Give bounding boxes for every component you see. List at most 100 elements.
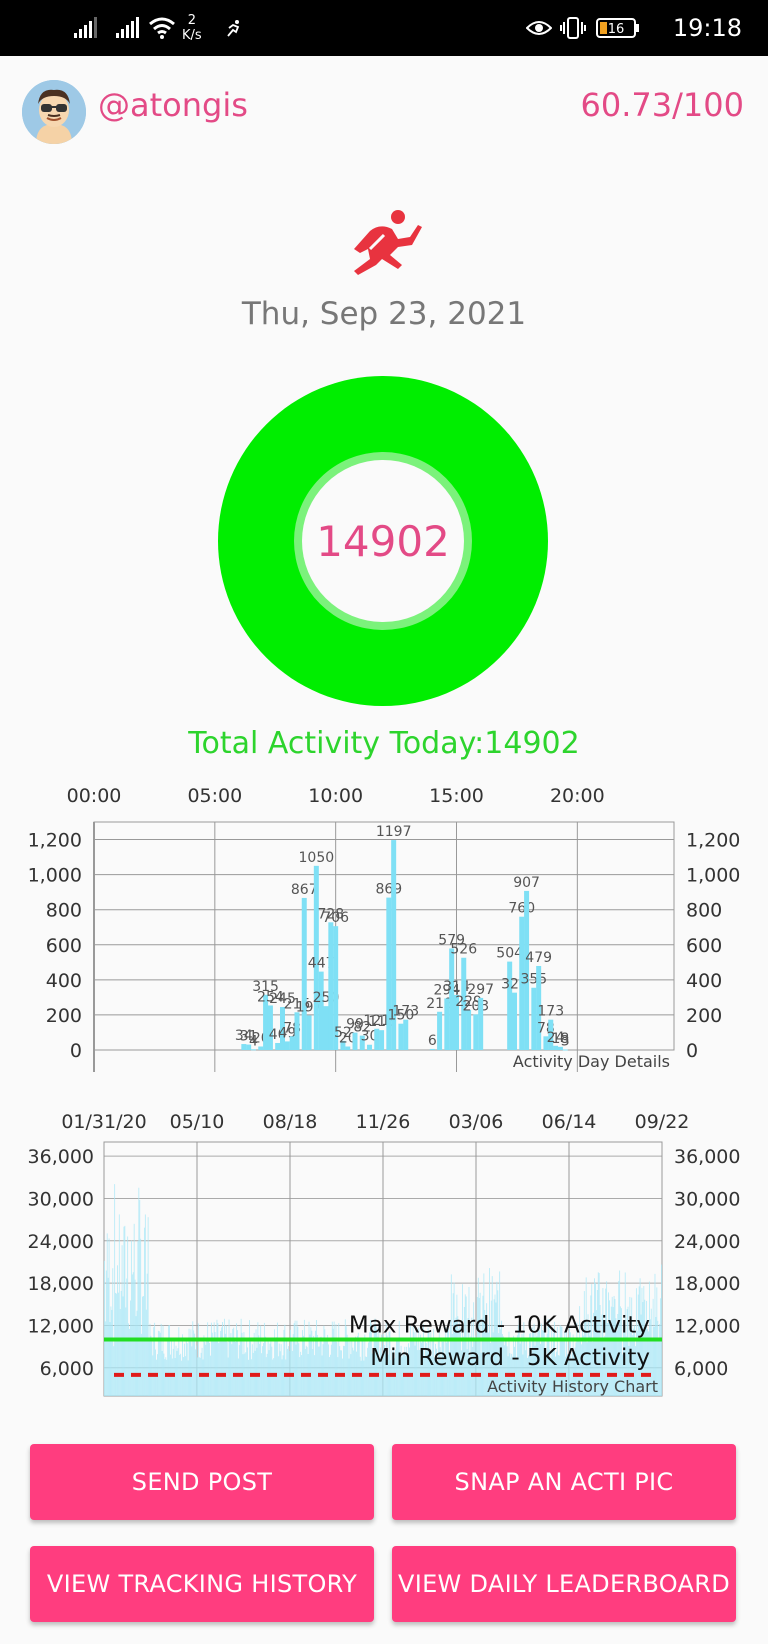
bar [436, 1360, 438, 1396]
bar [568, 1355, 569, 1396]
clock: 19:18 [672, 14, 742, 42]
bar [130, 1300, 131, 1396]
bar [609, 1325, 611, 1396]
bar [219, 1339, 221, 1396]
bar [127, 1236, 129, 1396]
bar [212, 1339, 214, 1396]
data-label: 18 [552, 1031, 570, 1047]
bar [358, 1339, 360, 1396]
bar [598, 1273, 600, 1396]
bar [284, 1324, 286, 1396]
bar [323, 1325, 325, 1396]
bar [518, 1320, 520, 1396]
bar [345, 1046, 351, 1050]
username[interactable]: @atongis [98, 86, 248, 124]
data-label: 31 [240, 1029, 258, 1045]
snap-pic-button[interactable]: SNAP AN ACTI PIC [392, 1444, 736, 1520]
bar [367, 1044, 372, 1050]
bar [557, 1046, 563, 1050]
view-tracking-history-button[interactable]: VIEW TRACKING HISTORY [30, 1546, 374, 1622]
bar [427, 1327, 429, 1396]
bar [140, 1238, 142, 1396]
bar [623, 1322, 625, 1396]
bar [215, 1341, 217, 1396]
bar [145, 1309, 147, 1396]
bar [512, 992, 517, 1050]
bar [227, 1357, 229, 1396]
bar [561, 1326, 563, 1396]
x-tick-label: 20:00 [550, 785, 605, 807]
bar [516, 1335, 518, 1396]
bar [301, 897, 307, 1050]
bar [141, 1333, 143, 1396]
avatar[interactable] [22, 80, 86, 144]
bar [460, 1327, 462, 1396]
bar [343, 1346, 345, 1396]
y-tick-label-right: 24,000 [674, 1231, 740, 1253]
bar [645, 1324, 647, 1396]
bar [260, 1325, 262, 1396]
bar [597, 1272, 599, 1396]
bar [502, 1334, 503, 1396]
bar [117, 1292, 119, 1396]
bar [389, 1330, 391, 1396]
send-post-button[interactable]: SEND POST [30, 1444, 374, 1520]
eye-icon [526, 0, 552, 56]
bar [112, 1268, 114, 1396]
bar [580, 1340, 581, 1396]
bar [571, 1352, 573, 1396]
bar [257, 1322, 259, 1396]
bar [531, 1327, 533, 1396]
bar [429, 1048, 435, 1050]
bar [316, 1334, 318, 1396]
bar [196, 1345, 197, 1396]
bar [406, 1346, 408, 1396]
bar [332, 1328, 334, 1396]
bar [542, 1330, 543, 1396]
bar [574, 1347, 576, 1396]
bar [255, 1329, 257, 1396]
bar [300, 1351, 302, 1396]
bar [492, 1332, 494, 1396]
bar [556, 1326, 558, 1396]
bar [397, 1338, 399, 1396]
bar [305, 1345, 307, 1396]
bar [345, 1326, 347, 1396]
bar [447, 1331, 449, 1396]
bar [246, 1338, 248, 1396]
bar [109, 1322, 111, 1396]
bar [430, 1329, 432, 1396]
bar [318, 1346, 320, 1396]
bar [233, 1327, 235, 1396]
y-tick-label: 0 [70, 1040, 82, 1062]
bar [147, 1217, 149, 1396]
bar [105, 1270, 107, 1396]
bar [250, 1359, 252, 1396]
bar [537, 1328, 539, 1396]
bar [409, 1326, 411, 1396]
bar [644, 1299, 646, 1396]
bar [280, 1007, 285, 1050]
bar [342, 1358, 343, 1396]
date-label: Thu, Sep 23, 2021 [241, 296, 527, 332]
data-label: 315 [252, 979, 279, 995]
bar [629, 1296, 631, 1396]
bar [417, 1350, 419, 1396]
bar [169, 1325, 170, 1396]
view-daily-leaderboard-button[interactable]: VIEW DAILY LEADERBOARD [392, 1546, 736, 1622]
bar [203, 1335, 205, 1396]
bar [238, 1345, 240, 1396]
bar [552, 1348, 554, 1396]
bar [221, 1327, 223, 1396]
bar [534, 1345, 536, 1396]
bar [263, 994, 269, 1050]
bar [513, 1335, 515, 1396]
bar [333, 926, 339, 1050]
bar [544, 1360, 546, 1396]
bar [160, 1323, 162, 1396]
data-label: 82 [353, 1020, 371, 1036]
bar [536, 1336, 538, 1396]
bar [542, 1330, 544, 1396]
bar [158, 1331, 160, 1396]
x-tick-label: 11/26 [356, 1111, 411, 1133]
